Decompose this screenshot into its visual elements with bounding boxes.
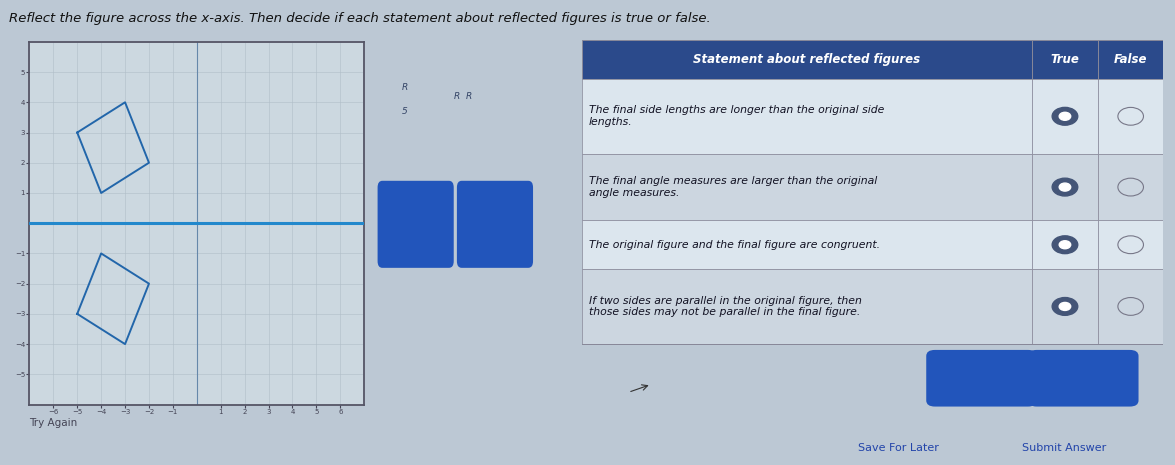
Text: The original figure and the final figure are congruent.: The original figure and the final figure… bbox=[589, 240, 880, 250]
FancyBboxPatch shape bbox=[582, 220, 1033, 269]
FancyBboxPatch shape bbox=[926, 350, 1036, 406]
Text: True: True bbox=[1050, 53, 1080, 66]
FancyBboxPatch shape bbox=[1099, 154, 1163, 220]
FancyBboxPatch shape bbox=[1033, 220, 1097, 269]
FancyBboxPatch shape bbox=[1033, 269, 1097, 344]
FancyBboxPatch shape bbox=[1028, 350, 1139, 406]
FancyBboxPatch shape bbox=[582, 40, 1163, 79]
FancyBboxPatch shape bbox=[1099, 79, 1163, 154]
Text: Save For Later: Save For Later bbox=[858, 443, 939, 453]
Text: Try Again: Try Again bbox=[29, 418, 78, 428]
FancyBboxPatch shape bbox=[1033, 154, 1097, 220]
Text: ↺: ↺ bbox=[488, 215, 503, 233]
Text: The final angle measures are larger than the original
angle measures.: The final angle measures are larger than… bbox=[589, 176, 877, 198]
Text: ×: × bbox=[408, 215, 423, 233]
Circle shape bbox=[1052, 298, 1077, 315]
Circle shape bbox=[1059, 183, 1070, 191]
Text: The final side lengths are longer than the original side
lengths.: The final side lengths are longer than t… bbox=[589, 106, 884, 127]
FancyBboxPatch shape bbox=[1099, 269, 1163, 344]
Text: ×: × bbox=[975, 371, 987, 385]
Text: If two sides are parallel in the original figure, then
those sides may not be pa: If two sides are parallel in the origina… bbox=[589, 296, 861, 317]
FancyBboxPatch shape bbox=[1099, 220, 1163, 269]
FancyBboxPatch shape bbox=[377, 181, 454, 268]
FancyBboxPatch shape bbox=[582, 154, 1033, 220]
Text: ↺: ↺ bbox=[1077, 371, 1089, 385]
FancyBboxPatch shape bbox=[582, 79, 1033, 154]
FancyBboxPatch shape bbox=[582, 269, 1033, 344]
Circle shape bbox=[1052, 178, 1077, 196]
Circle shape bbox=[1052, 107, 1077, 125]
Text: Statement about reflected figures: Statement about reflected figures bbox=[693, 53, 920, 66]
Circle shape bbox=[1059, 112, 1070, 120]
Circle shape bbox=[1052, 236, 1077, 253]
Text: False: False bbox=[1114, 53, 1148, 66]
FancyBboxPatch shape bbox=[1033, 79, 1097, 154]
Text: Reflect the figure across the x-axis. Then decide if each statement about reflec: Reflect the figure across the x-axis. Th… bbox=[9, 12, 711, 25]
Circle shape bbox=[1059, 302, 1070, 311]
Text: Submit Answer: Submit Answer bbox=[1022, 443, 1107, 453]
Text: 5: 5 bbox=[402, 107, 408, 116]
Text: R: R bbox=[402, 83, 408, 92]
Text: R  R: R R bbox=[454, 92, 472, 100]
FancyBboxPatch shape bbox=[457, 181, 533, 268]
Circle shape bbox=[1059, 241, 1070, 249]
